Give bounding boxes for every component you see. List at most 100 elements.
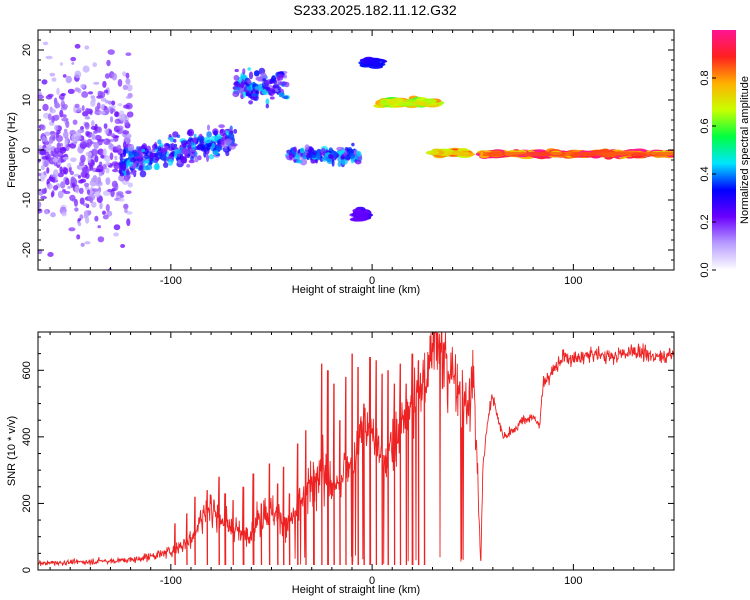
- spectrogram-cell: [205, 154, 210, 163]
- spectrogram-cell: [116, 144, 121, 150]
- spectrogram-cell: [86, 189, 91, 195]
- spectrogram-cell: [114, 118, 122, 125]
- spectrogram-cell: [50, 212, 56, 218]
- spectrogram-cell: [46, 167, 50, 174]
- spectrogram-cell: [69, 170, 74, 176]
- spectrogram-cell: [152, 143, 158, 150]
- spectrogram-cell: [97, 148, 104, 156]
- spectrogram-cell: [61, 117, 69, 122]
- spectrogram-cell: [125, 95, 132, 99]
- spectrogram-cell: [53, 185, 59, 191]
- spectrogram-cell: [213, 130, 218, 136]
- spectrogram-cell: [234, 68, 239, 73]
- spectrogram-cell: [104, 89, 109, 94]
- spectrogram-cell: [80, 179, 84, 183]
- snr-ticks: -100 0 100 0 200 400 600: [21, 332, 675, 587]
- spectrogram-cell: [126, 111, 134, 118]
- spectrogram-cell: [316, 148, 321, 157]
- spectrogram-cell: [71, 182, 76, 188]
- spectrogram-cell: [118, 174, 126, 182]
- spectrogram-cell: [59, 143, 64, 147]
- spectrogram-cell: [246, 86, 253, 91]
- spectrogram-cell: [272, 79, 278, 85]
- spectrogram-cell: [95, 180, 103, 187]
- spectrogram-cell: [65, 120, 70, 128]
- spectrogram-cell: [272, 84, 280, 89]
- spectrogram-cell: [57, 172, 64, 178]
- snr-x-tick-label: 100: [564, 575, 582, 587]
- spectrogram-cell: [38, 201, 42, 209]
- spectrogram-cell: [199, 140, 204, 147]
- spectrogram-cell: [52, 158, 59, 163]
- spectrogram-cell: [114, 182, 119, 191]
- spectrogram-cell: [44, 209, 49, 215]
- spectrogram-cell: [78, 187, 84, 195]
- spectrogram-cell: [91, 120, 95, 127]
- spectrogram-cell: [247, 79, 252, 85]
- spectrogram-cell: [99, 161, 103, 166]
- snr-x-tick-label: 0: [369, 575, 375, 587]
- spectrogram-cell: [110, 108, 116, 113]
- spectrogram-cell: [45, 55, 53, 60]
- spectrogram-cell: [123, 104, 130, 109]
- snr-x-tick-label: -100: [160, 575, 182, 587]
- spectrogram-cell: [212, 150, 219, 155]
- spectrogram-cell: [126, 169, 130, 175]
- spectrogram-cell: [42, 41, 49, 46]
- spectrogram-cell: [268, 88, 276, 97]
- spectrogram-cell: [204, 136, 212, 144]
- spectrogram-cell: [83, 214, 88, 219]
- spectrogram-cell: [38, 208, 43, 214]
- snr-x-axis-title: Height of straight line (km): [292, 584, 420, 596]
- spectrogram-cell: [119, 172, 125, 177]
- spectrogram-cell: [47, 93, 54, 98]
- spectrogram-cell: [186, 141, 192, 145]
- spectrogram-cell: [143, 154, 151, 159]
- spectrogram-cell: [57, 190, 64, 199]
- spectrogram-cell: [122, 84, 128, 91]
- spectrogram-cell: [174, 148, 181, 154]
- spectrogram-cell: [124, 133, 132, 139]
- spectrogram-cell: [123, 174, 130, 182]
- spectrogram-cell: [207, 124, 210, 131]
- spectrogram-cell: [124, 208, 128, 214]
- spectrogram-cell: [87, 155, 92, 164]
- spectrogram-cell: [208, 154, 215, 160]
- spectrogram-cell: [51, 115, 55, 123]
- spectrogram-cell: [40, 124, 46, 131]
- spectrogram-cell: [111, 100, 116, 106]
- spectrogram-cell: [157, 139, 162, 145]
- spectrogram-cell: [125, 72, 130, 79]
- spectrogram-cell: [190, 156, 194, 161]
- spectrogram-cell: [94, 215, 99, 222]
- spectrogram-cell: [74, 43, 81, 49]
- spectrogram-cell: [50, 150, 54, 157]
- spectrogram-cell: [211, 142, 216, 149]
- spectrogram-cell: [113, 224, 121, 231]
- spectrogram-cell: [336, 146, 344, 151]
- spectrogram-cell: [118, 198, 125, 202]
- spectrogram-cell: [251, 93, 259, 97]
- snr-y-axis-title: SNR (10 * v/v): [6, 416, 18, 486]
- spectrogram-cell: [84, 182, 90, 187]
- spectrogram-cell: [277, 73, 284, 81]
- spectrogram-cell: [129, 158, 137, 163]
- spectrogram-cell: [62, 74, 67, 78]
- spectrogram-cell: [41, 156, 50, 160]
- spectrogram-cell: [145, 164, 153, 171]
- spectrogram-feature: [38, 41, 134, 270]
- spectrogram-cell: [94, 106, 99, 112]
- spectrogram-cell: [65, 75, 73, 84]
- spectrogram-cell: [60, 93, 66, 96]
- spectrogram-cell: [337, 161, 342, 168]
- snr-series: [38, 332, 674, 567]
- spectrogram-cell: [41, 79, 48, 85]
- spectrogram-cell: [62, 156, 70, 160]
- spectrogram-cell: [47, 252, 54, 257]
- spectrogram-cell: [262, 78, 267, 82]
- spectrogram-cell: [76, 107, 82, 113]
- spectrogram-y-tick-label: -10: [21, 192, 33, 208]
- spectrogram-cell: [113, 232, 119, 237]
- spectrogram-feature: [373, 95, 445, 109]
- spectrogram-feature: [358, 56, 388, 69]
